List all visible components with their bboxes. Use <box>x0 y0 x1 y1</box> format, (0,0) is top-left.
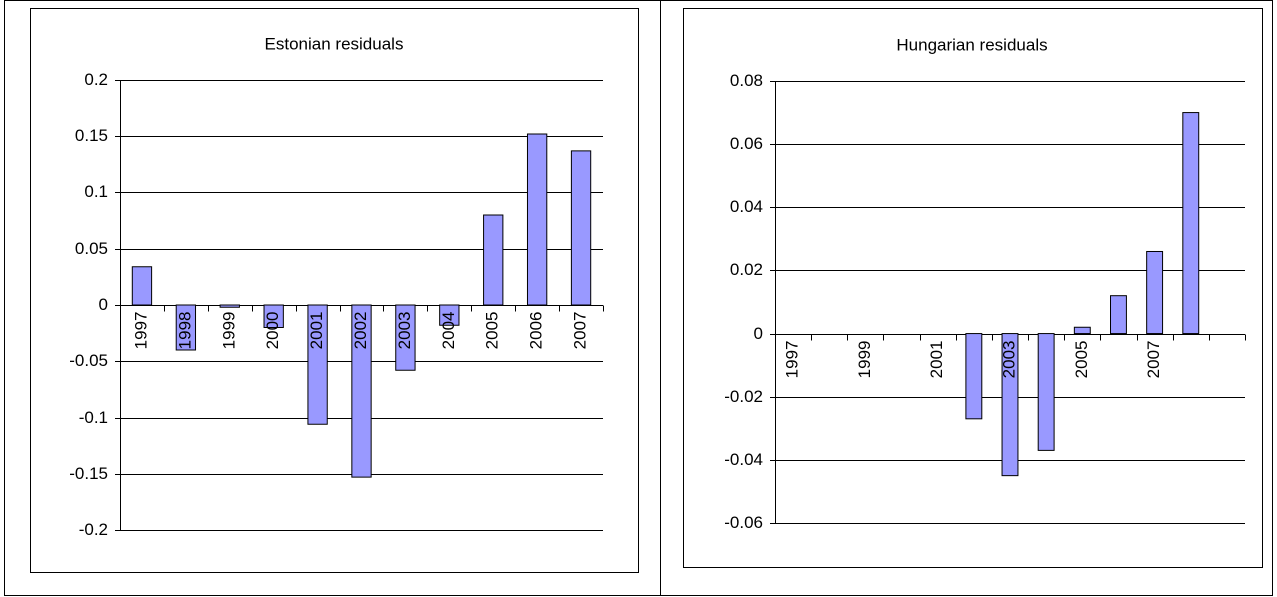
y-tick-label: 0 <box>754 324 763 343</box>
x-tick-label: 2003 <box>999 341 1018 379</box>
outer-frame <box>4 0 1273 596</box>
y-tick-label: -0.02 <box>724 387 763 406</box>
x-tick-label: 2001 <box>927 341 946 379</box>
bar <box>351 304 372 478</box>
chart-title: Hungarian residuals <box>896 35 1047 54</box>
bar <box>1001 333 1019 477</box>
bar <box>965 333 983 420</box>
chart-frame <box>683 8 1263 568</box>
x-tick-label: 1998 <box>175 312 194 350</box>
x-tick-label: 2007 <box>1144 341 1163 379</box>
bar <box>1146 250 1164 335</box>
y-tick-label: -0.1 <box>79 408 108 427</box>
y-tick-label: -0.05 <box>69 351 108 370</box>
x-tick-label: 2005 <box>1072 341 1091 379</box>
bar <box>1182 112 1200 335</box>
bar <box>1037 333 1055 451</box>
chart-title: Estonian residuals <box>265 34 404 53</box>
y-tick-label: 0 <box>99 295 108 314</box>
y-tick-label: 0.15 <box>75 126 108 145</box>
x-tick-label: 2006 <box>527 312 546 350</box>
x-tick-label: 2007 <box>571 312 590 350</box>
bar <box>395 304 416 371</box>
x-tick-label: 2004 <box>439 312 458 350</box>
x-tick-label: 2005 <box>483 312 502 350</box>
bar <box>307 304 328 425</box>
bar <box>483 214 504 306</box>
bar <box>1110 295 1127 335</box>
bar <box>131 266 153 306</box>
y-tick-label: 0.02 <box>730 260 763 279</box>
bar <box>439 304 460 326</box>
bar <box>219 304 240 308</box>
y-tick-label: 0.05 <box>75 239 108 258</box>
bar <box>526 133 548 306</box>
y-tick-label: -0.06 <box>724 513 763 532</box>
y-tick-label: -0.04 <box>724 450 763 469</box>
y-tick-label: 0.2 <box>84 70 108 89</box>
chart-frame <box>30 8 639 573</box>
y-tick-label: -0.15 <box>69 464 108 483</box>
x-tick-label: 2003 <box>395 312 414 350</box>
bar <box>263 304 284 328</box>
y-tick-label: -0.2 <box>79 520 108 539</box>
x-tick-label: 1997 <box>131 312 150 350</box>
x-tick-label: 1999 <box>219 312 238 350</box>
x-tick-label: 2000 <box>263 312 282 350</box>
bar <box>570 150 592 306</box>
y-tick-label: 0.1 <box>84 182 108 201</box>
x-tick-label: 2001 <box>307 312 326 350</box>
bar <box>175 304 197 351</box>
bar <box>1073 326 1091 335</box>
x-tick-label: 1997 <box>783 341 802 379</box>
y-tick-label: 0.08 <box>730 71 763 90</box>
x-tick-label: 2002 <box>351 312 370 350</box>
y-tick-label: 0.06 <box>730 134 763 153</box>
x-tick-label: 1999 <box>855 341 874 379</box>
y-tick-label: 0.04 <box>730 197 763 216</box>
